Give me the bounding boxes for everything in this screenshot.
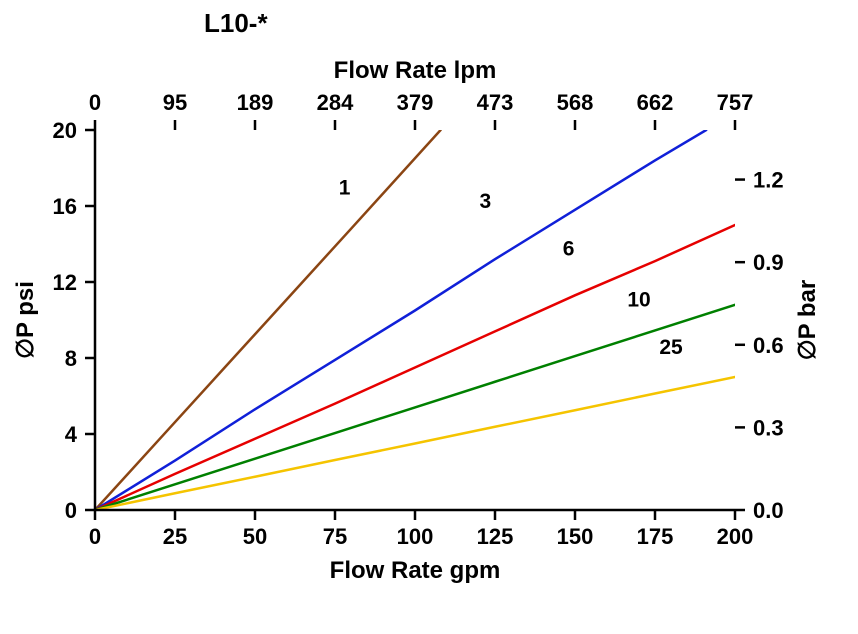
series-label-10: 10: [627, 289, 650, 312]
series-label-6: 6: [563, 237, 575, 260]
y-left-tick-label: 0: [65, 498, 77, 523]
x-bottom-tick-label: 150: [557, 524, 594, 549]
y-right-tick-label: 0.6: [753, 333, 784, 358]
y-right-title: ∅P bar: [794, 280, 821, 361]
x-bottom-tick-label: 125: [477, 524, 514, 549]
x-top-tick-label: 473: [477, 90, 514, 115]
x-bottom-title: Flow Rate gpm: [330, 557, 501, 584]
x-top-tick-label: 568: [557, 90, 594, 115]
y-right-tick-label: 1.2: [753, 168, 784, 193]
y-right-tick-label: 0.0: [753, 498, 784, 523]
y-left-title: ∅P psi: [12, 281, 39, 359]
y-right-tick-label: 0.9: [753, 250, 784, 275]
x-bottom-tick-label: 25: [163, 524, 187, 549]
y-left-tick-label: 12: [53, 270, 77, 295]
x-bottom-tick-label: 175: [637, 524, 674, 549]
x-top-tick-label: 0: [89, 90, 101, 115]
pressure-flow-chart: 0255075100125150175200Flow Rate gpm09518…: [0, 0, 858, 634]
series-label-1: 1: [339, 177, 351, 200]
y-left-tick-label: 4: [65, 422, 78, 447]
x-top-tick-label: 284: [317, 90, 354, 115]
chart-title: L10-*: [204, 8, 268, 38]
x-bottom-tick-label: 200: [717, 524, 754, 549]
y-right-tick-label: 0.3: [753, 415, 784, 440]
x-bottom-tick-label: 50: [243, 524, 267, 549]
x-top-title: Flow Rate lpm: [334, 57, 497, 84]
x-top-tick-label: 189: [237, 90, 274, 115]
y-left-tick-label: 8: [65, 346, 77, 371]
series-label-25: 25: [659, 336, 683, 359]
y-left-tick-label: 20: [53, 118, 77, 143]
x-bottom-tick-label: 0: [89, 524, 101, 549]
series-label-3: 3: [480, 190, 492, 213]
x-top-tick-label: 379: [397, 90, 434, 115]
y-left-tick-label: 16: [53, 194, 77, 219]
x-top-tick-label: 662: [637, 90, 674, 115]
x-bottom-tick-label: 100: [397, 524, 434, 549]
x-top-tick-label: 95: [163, 90, 187, 115]
x-top-tick-label: 757: [717, 90, 754, 115]
x-bottom-tick-label: 75: [323, 524, 347, 549]
